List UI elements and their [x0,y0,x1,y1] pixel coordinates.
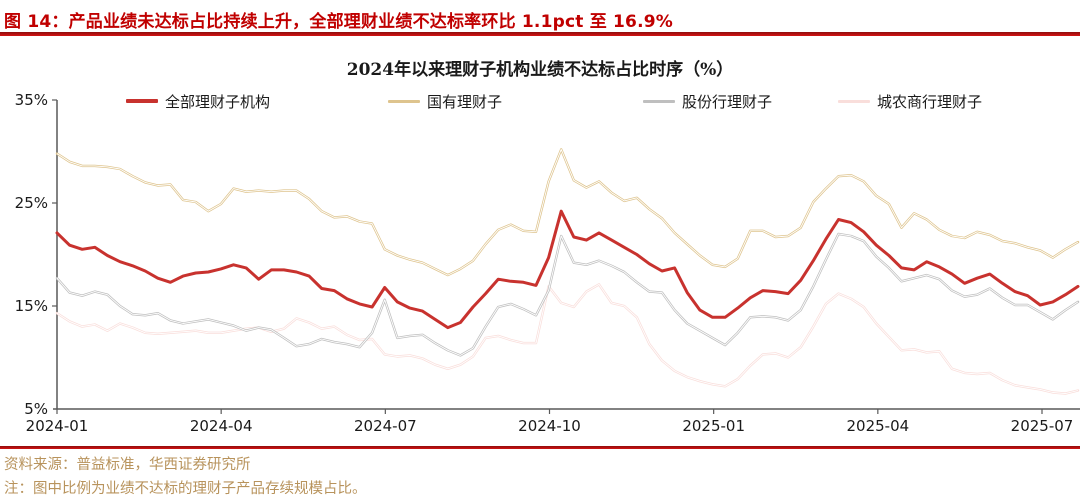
legend-line-swatch-tan [388,99,420,103]
series-line-3 [55,283,1080,395]
legend: 全部理财子机构 国有理财子 股份行理财子 城农商行理财子 [0,92,1080,111]
legend-item-state-owned: 国有理财子 [388,92,503,111]
series-line-core-3 [56,283,1079,395]
source-note: 资料来源：普益标准，华西证券研究所 [4,457,251,473]
legend-line-swatch-gray [643,99,675,103]
legend-line-swatch-pink [838,99,870,103]
top-divider [0,32,1080,36]
series-line-2 [55,232,1080,357]
legend-label: 国有理财子 [427,92,503,111]
y-axis-label: 25% [15,194,48,212]
x-axis-label: 2025-07 [1011,417,1074,435]
legend-item-city-rural: 城农商行理财子 [838,92,983,111]
footnote: 注：图中比例为业绩不达标的理财子产品存续规模占比。 [4,481,367,497]
x-axis-label: 2024-01 [26,417,89,435]
figure-title: 图 14：产品业绩未达标占比持续上升，全部理财业绩不达标率环比 1.1pct 至… [4,12,673,32]
line-chart: 35% 25% 15% 5%2024-01 2024-04 2024-07 2024-10 2… [15,91,1080,435]
series-line-core-2 [56,233,1079,356]
series-line-core-1 [56,148,1079,276]
y-axis-label: 15% [15,297,48,315]
legend-label: 全部理财子机构 [165,92,271,111]
legend-item-joint-stock: 股份行理财子 [643,92,773,111]
legend-line-swatch-red [126,99,158,103]
chart-title: 2024年以来理财子机构业绩不达标占比时序（%） [346,60,734,80]
x-axis-label: 2024-10 [518,417,581,435]
y-axis-label: 5% [24,400,48,418]
x-axis-label: 2025-01 [682,417,745,435]
x-axis-label: 2024-04 [190,417,253,435]
legend-label: 股份行理财子 [682,92,773,111]
x-axis-label: 2025-04 [846,417,909,435]
legend-item-all: 全部理财子机构 [126,92,271,111]
series-line-1 [55,148,1080,277]
y-axis-label: 35% [15,91,48,109]
series-line-0 [55,209,1080,330]
bottom-divider [0,446,1080,449]
legend-label: 城农商行理财子 [877,92,983,111]
x-axis-label: 2024-07 [354,417,417,435]
